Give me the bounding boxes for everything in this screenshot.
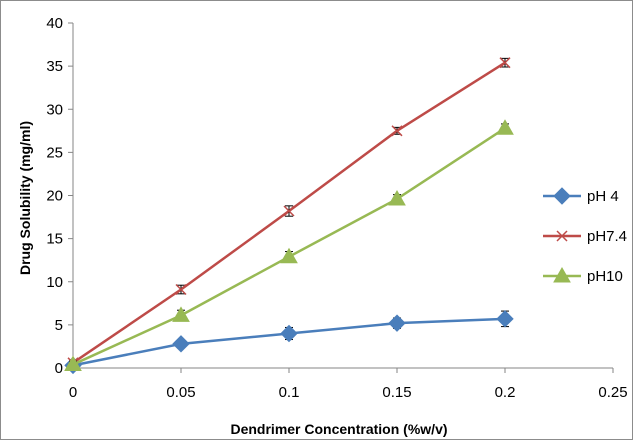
legend-item: pH7.4 [543, 228, 627, 245]
data-point [172, 335, 190, 353]
x-tick-label: 0.05 [166, 384, 195, 401]
y-tick-label: 5 [55, 317, 63, 334]
y-tick-label: 30 [46, 101, 63, 118]
marker-stroke [175, 283, 187, 296]
x-axis-title: Dendrimer Concentration (%w/v) [230, 421, 447, 437]
data-point [280, 247, 298, 264]
y-tick-label: 20 [46, 188, 63, 205]
y-tick-label: 10 [46, 274, 63, 291]
x-tick-label: 0.2 [495, 384, 516, 401]
data-point [391, 125, 403, 137]
y-tick-label: 0 [55, 360, 63, 377]
data-point [499, 57, 511, 69]
legend-marker [556, 230, 568, 242]
legend-marker [553, 187, 571, 205]
legend-item: pH 4 [543, 187, 619, 205]
series-ph10 [64, 119, 514, 372]
legend-label: pH10 [587, 268, 623, 285]
data-point [496, 310, 514, 328]
data-point [283, 205, 295, 217]
legend-label: pH7.4 [587, 228, 627, 245]
data-point [388, 189, 406, 206]
marker-stroke [283, 205, 295, 217]
data-point [175, 283, 187, 296]
marker-stroke [556, 230, 568, 242]
axes: 0 5 10 15 20 25 30 35 40 0 0.05 0.1 0.15 0.2 0.25 [46, 15, 627, 401]
series-layer [64, 57, 514, 375]
data-point [496, 119, 514, 135]
legend-label: pH 4 [587, 188, 619, 205]
x-tick-label: 0.25 [598, 384, 627, 401]
marker-stroke [391, 125, 403, 137]
y-axis-title: Drug Solubility (mg/ml) [17, 121, 33, 275]
x-tick-label: 0 [69, 384, 77, 401]
legend: pH 4 pH7.4 pH10 [543, 187, 627, 285]
y-tick-label: 25 [46, 144, 63, 161]
legend-marker [553, 266, 571, 283]
data-point [388, 314, 406, 332]
data-point [172, 306, 190, 322]
y-tick-label: 15 [46, 231, 63, 248]
x-tick-label: 0.15 [382, 384, 411, 401]
x-tick-label: 0.1 [279, 384, 300, 401]
marker-stroke [499, 57, 511, 69]
y-tick-label: 40 [46, 15, 63, 32]
data-point [64, 355, 82, 372]
series-ph-4 [64, 310, 514, 375]
y-tick-label: 35 [46, 58, 63, 75]
legend-item: pH10 [543, 266, 623, 285]
data-point [280, 324, 298, 343]
